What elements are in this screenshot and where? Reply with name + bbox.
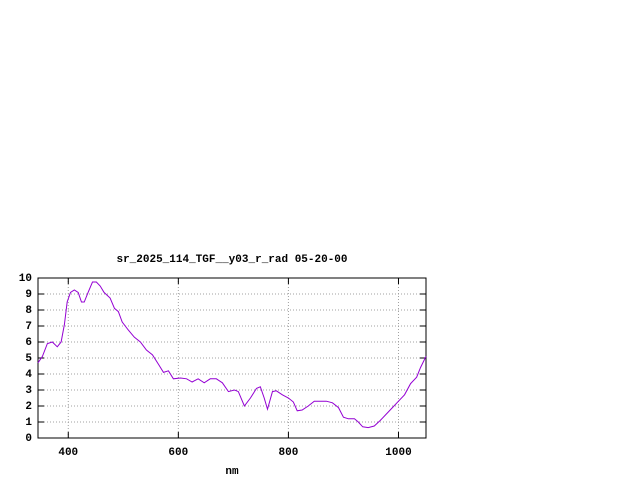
chart-title: sr_2025_114_TGF__y03_r_rad 05-20-00	[116, 254, 347, 266]
x-tick-label: 600	[168, 447, 188, 459]
plot-border	[37, 277, 427, 439]
y-tick-label: 8	[25, 305, 32, 317]
y-tick-label: 7	[25, 321, 32, 333]
y-tick-label: 6	[25, 337, 32, 349]
x-tick-label: 800	[279, 447, 299, 459]
y-tick-label: 3	[25, 385, 32, 397]
y-tick-label: 10	[19, 273, 32, 285]
y-tick-label: 0	[25, 433, 32, 445]
x-tick-label: 400	[58, 447, 78, 459]
data-line	[37, 281, 427, 429]
y-tick-label: 4	[25, 369, 32, 381]
x-tick-label: 1000	[385, 447, 411, 459]
y-tick-label: 5	[25, 353, 32, 365]
y-tick-label: 9	[25, 289, 32, 301]
y-tick-label: 1	[25, 417, 32, 429]
y-tick-label: 2	[25, 401, 32, 413]
x-axis-label: nm	[225, 466, 239, 478]
